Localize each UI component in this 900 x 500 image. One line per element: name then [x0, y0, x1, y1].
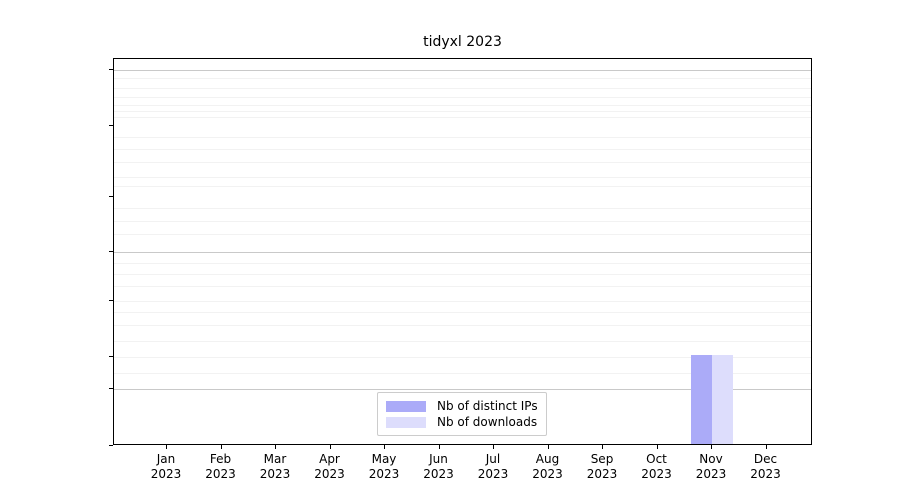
y-tick-mark [109, 251, 113, 253]
y-tick-mark [109, 300, 113, 302]
y-tick-mark [109, 125, 113, 127]
gridline-major [114, 252, 811, 253]
x-tick-label-line: Mar [263, 452, 287, 466]
y-tick-mark [109, 196, 113, 198]
x-tick-label-line: May [371, 452, 397, 466]
gridline-minor [114, 274, 811, 275]
x-tick-label-line: 2023 [205, 467, 236, 481]
gridline-minor [114, 186, 811, 187]
gridline-minor [114, 341, 811, 342]
gridline-major [114, 70, 811, 71]
x-tick-label: Jun 2023 [404, 452, 474, 482]
x-tick-label-line: 2023 [695, 467, 727, 481]
x-tick-mark [547, 445, 549, 449]
gridline-minor [114, 88, 811, 89]
x-tick-label-line: 2023 [750, 467, 781, 481]
legend-item[interactable]: Nb of distinct IPs [386, 398, 538, 414]
x-tick-label-line: Jan [156, 452, 176, 466]
x-tick-label: Jan 2023 [131, 452, 201, 482]
x-tick-mark [656, 445, 658, 449]
gridline-minor [114, 117, 811, 118]
x-tick-mark [711, 445, 713, 449]
legend-item[interactable]: Nb of downloads [386, 414, 538, 430]
x-tick-label: Jul 2023 [458, 452, 528, 482]
x-tick-mark [493, 445, 495, 449]
legend-swatch-icon [386, 400, 426, 412]
gridline-major [114, 389, 811, 390]
x-tick-label-line: 2023 [150, 467, 182, 481]
gridline-minor [114, 234, 811, 235]
x-tick-mark [166, 445, 168, 449]
gridline-minor [114, 149, 811, 150]
gridline-minor [114, 221, 811, 222]
x-tick-label-line: 2023 [314, 467, 345, 481]
x-tick-mark [384, 445, 386, 449]
x-tick-label-line: 2023 [368, 467, 400, 481]
x-tick-label-line: Jun [429, 452, 448, 466]
gridline-minor [114, 162, 811, 163]
gridline-minor [114, 78, 811, 79]
x-tick-mark [329, 445, 331, 449]
gridline-minor [114, 325, 811, 326]
x-tick-label-line: 2023 [259, 467, 291, 481]
legend-swatch-icon [386, 416, 426, 428]
gridline-minor [114, 373, 811, 374]
x-tick-label-line: Feb [209, 452, 232, 466]
x-tick-label-line: 2023 [423, 467, 454, 481]
x-tick-label-line: 2023 [477, 467, 509, 481]
x-tick-mark [275, 445, 277, 449]
chart-legend: Nb of distinct IPs Nb of downloads [377, 392, 547, 436]
x-tick-mark [602, 445, 604, 449]
x-tick-label-line: 2023 [532, 467, 563, 481]
x-tick-label: Dec 2023 [731, 452, 801, 482]
gridline-minor [114, 263, 811, 264]
y-tick-mark [109, 356, 113, 358]
y-tick-mark [109, 445, 113, 447]
x-tick-mark [438, 445, 440, 449]
x-tick-mark [220, 445, 222, 449]
x-tick-label: Apr 2023 [295, 452, 365, 482]
x-tick-label: Mar 2023 [240, 452, 310, 482]
gridline-minor [114, 137, 811, 138]
x-tick-label: Sep 2023 [567, 452, 637, 482]
x-tick-label-line: Dec [753, 452, 778, 466]
bar [712, 355, 733, 444]
gridline-minor [114, 105, 811, 106]
x-tick-label-line: 2023 [586, 467, 618, 481]
gridline-minor [114, 208, 811, 209]
gridline-minor [114, 312, 811, 313]
x-tick-label: Nov 2023 [676, 452, 746, 482]
legend-label: Nb of downloads [437, 415, 538, 429]
x-tick-label: Feb 2023 [186, 452, 256, 482]
x-tick-label-line: Jul [485, 452, 501, 466]
legend-label: Nb of distinct IPs [437, 399, 538, 413]
gridline-minor [114, 97, 811, 98]
y-tick-mark [109, 69, 113, 71]
gridline-minor [114, 286, 811, 287]
gridline-minor [114, 177, 811, 178]
x-tick-label-line: Sep [590, 452, 614, 466]
x-tick-label: Oct 2023 [622, 452, 692, 482]
y-tick-mark [109, 388, 113, 390]
gridline-minor [114, 111, 811, 112]
x-tick-label-line: Oct [646, 452, 667, 466]
chart-title: tidyxl 2023 [423, 34, 502, 50]
plot-area [113, 58, 812, 445]
x-tick-label-line: Apr [319, 452, 340, 466]
gridline-minor [114, 301, 811, 302]
x-tick-label-line: Nov [699, 452, 723, 466]
bar [691, 355, 712, 444]
gridline-minor [114, 357, 811, 358]
x-tick-label: Aug 2023 [513, 452, 583, 482]
x-tick-label-line: 2023 [641, 467, 672, 481]
x-tick-label-line: Aug [535, 452, 560, 466]
x-tick-label: May 2023 [349, 452, 419, 482]
x-tick-mark [765, 445, 767, 449]
